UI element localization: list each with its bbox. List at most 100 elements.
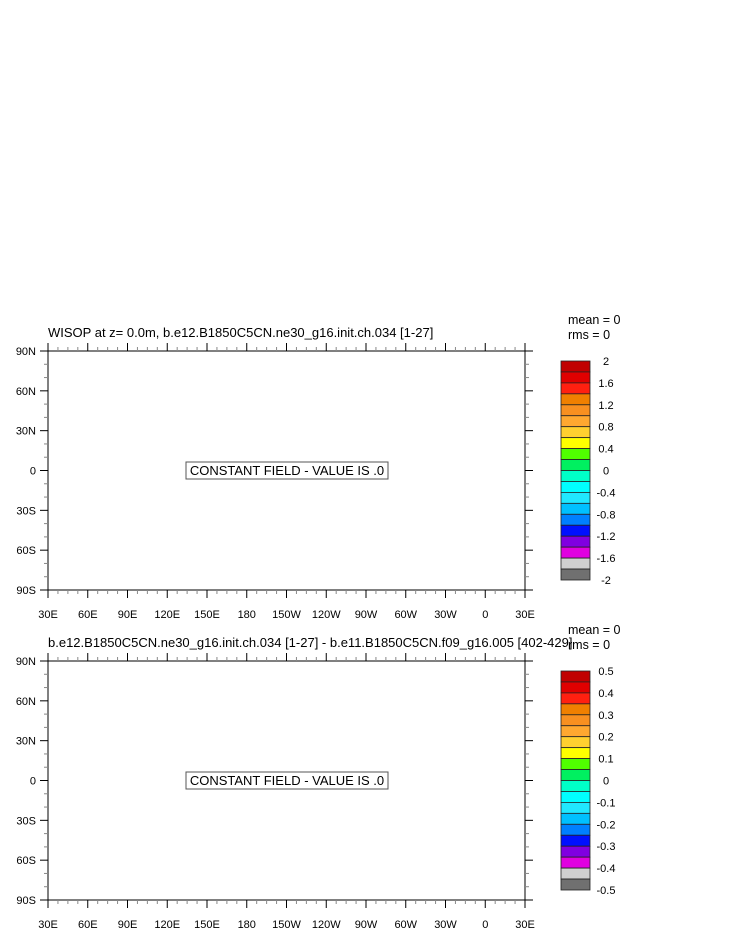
colorbar-box <box>560 692 591 705</box>
colorbar-box <box>560 393 591 406</box>
colorbar-box <box>560 747 591 760</box>
colorbar-box <box>560 513 591 526</box>
lat-tick-label: 90S <box>16 895 36 907</box>
colorbar-box <box>560 557 591 570</box>
lat-tick-label: 60S <box>16 545 36 557</box>
rms-label: rms = 0 <box>568 328 610 342</box>
lat-tick-label: 60N <box>16 386 36 398</box>
mean-label: mean = 0 <box>568 623 621 637</box>
colorbar-box <box>560 568 591 581</box>
colorbar-box <box>560 470 591 482</box>
lon-tick-label: 180 <box>238 609 256 621</box>
colorbar-label: -0.2 <box>597 819 616 831</box>
colorbar-box <box>560 758 591 770</box>
lat-tick-label: 30S <box>16 815 36 827</box>
mean-label: mean = 0 <box>568 313 621 327</box>
colorbar-box <box>560 670 591 683</box>
colorbar-label: -0.3 <box>597 841 616 853</box>
lon-tick-label: 120W <box>312 919 341 931</box>
map-panel-2: b.e12.B1850C5CN.ne30_g16.init.ch.034 [1-… <box>16 623 621 931</box>
colorbar-label: 1.2 <box>598 400 613 412</box>
lat-tick-label: 90N <box>16 656 36 668</box>
message-box <box>185 461 389 480</box>
colorbar-label: 0 <box>603 466 609 478</box>
colorbar-label: -0.5 <box>597 885 616 897</box>
lon-tick-label: 30E <box>515 919 535 931</box>
lon-tick-label: 0 <box>482 609 488 621</box>
colorbar-box <box>560 437 591 449</box>
lon-tick-label: 90W <box>355 919 378 931</box>
lat-tick-label: 60S <box>16 855 36 867</box>
colorbar-label: 0.2 <box>598 732 613 744</box>
colorbar-box <box>560 371 591 384</box>
lon-tick-label: 150W <box>272 919 301 931</box>
colorbar-label: 0 <box>603 776 609 788</box>
colorbar-label: -1.2 <box>597 531 616 543</box>
colorbar-label: 0.4 <box>598 688 613 700</box>
colorbar-box <box>560 459 591 471</box>
message-text: CONSTANT FIELD - VALUE IS .0 <box>190 463 384 478</box>
lat-tick-label: 30N <box>16 426 36 438</box>
colorbar-box <box>560 856 591 869</box>
lon-tick-label: 30W <box>434 609 457 621</box>
lon-tick-label: 30E <box>38 609 58 621</box>
colorbar-box <box>560 546 591 559</box>
lat-tick-label: 0 <box>30 776 36 788</box>
colorbar-label: 0.1 <box>598 754 613 766</box>
colorbar-label: 2 <box>603 356 609 368</box>
lon-tick-label: 90W <box>355 609 378 621</box>
colorbar-box <box>560 791 591 803</box>
rms-label: rms = 0 <box>568 638 610 652</box>
lat-tick-label: 90S <box>16 585 36 597</box>
colorbar-box <box>560 448 591 460</box>
colorbar-box <box>560 736 591 749</box>
message-text: CONSTANT FIELD - VALUE IS .0 <box>190 773 384 788</box>
colorbar-box <box>560 769 591 781</box>
colorbar-label: -0.4 <box>597 863 616 875</box>
colorbar-box <box>560 878 591 891</box>
lon-tick-label: 150E <box>194 919 220 931</box>
lon-tick-label: 90E <box>118 919 138 931</box>
lon-tick-label: 150E <box>194 609 220 621</box>
lon-tick-label: 60E <box>78 919 98 931</box>
lon-tick-label: 30W <box>434 919 457 931</box>
lon-tick-label: 180 <box>238 919 256 931</box>
lat-tick-label: 30N <box>16 736 36 748</box>
lon-tick-label: 90E <box>118 609 138 621</box>
colorbar-label: -0.8 <box>597 509 616 521</box>
colorbar-box <box>560 491 591 504</box>
lon-tick-label: 60E <box>78 609 98 621</box>
plot-title: WISOP at z= 0.0m, b.e12.B1850C5CN.ne30_g… <box>48 325 433 340</box>
colorbar: 0.5 0.4 0.3 0.2 0.1 0 -0.1 -0.2 -0.3 -0.4 -0.5 <box>560 666 616 897</box>
colorbar-box <box>560 812 591 825</box>
colorbar-box <box>560 524 591 537</box>
colorbar-label: -0.1 <box>597 797 616 809</box>
lon-tick-label: 30E <box>515 609 535 621</box>
colorbar-box <box>560 502 591 515</box>
lon-tick-label: 120E <box>154 919 180 931</box>
colorbar-box <box>560 714 591 727</box>
colorbar-box <box>560 834 591 847</box>
lat-tick-label: 30S <box>16 505 36 517</box>
message-box <box>185 771 389 790</box>
colorbar-box <box>560 780 591 792</box>
lon-tick-label: 60W <box>394 609 417 621</box>
colorbar-box <box>560 681 591 694</box>
map-panel-1: WISOP at z= 0.0m, b.e12.B1850C5CN.ne30_g… <box>16 313 621 621</box>
colorbar-box <box>560 703 591 716</box>
constant-field-message: CONSTANT FIELD - VALUE IS .0 <box>185 771 389 790</box>
colorbar-label: 0.4 <box>598 444 613 456</box>
colorbar-label: 0.3 <box>598 710 613 722</box>
lon-tick-label: 60W <box>394 919 417 931</box>
colorbar-box <box>560 725 591 738</box>
colorbar-label: -1.6 <box>597 553 616 565</box>
lon-tick-label: 30E <box>38 919 58 931</box>
colorbar-box <box>560 802 591 814</box>
lat-tick-label: 0 <box>30 466 36 478</box>
colorbar-box <box>560 382 591 395</box>
colorbar-box <box>560 867 591 880</box>
lat-tick-label: 60N <box>16 696 36 708</box>
lat-tick-label: 90N <box>16 346 36 358</box>
lon-tick-label: 150W <box>272 609 301 621</box>
